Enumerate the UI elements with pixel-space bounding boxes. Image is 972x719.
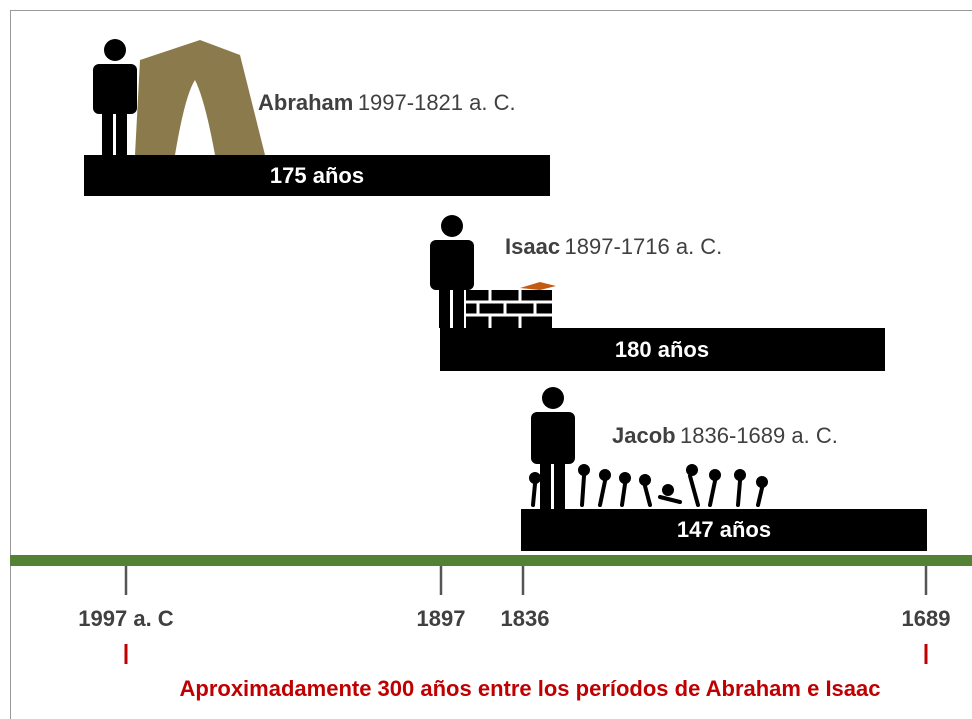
person-label: Isaac 1897-1716 a. C. [505,234,722,259]
jacob-icons [531,387,766,509]
bar-label: 147 años [677,517,771,542]
abraham-icons [93,39,265,155]
person-name: Jacob [612,423,676,448]
axis-ticks [126,566,926,595]
tick-label: 1897 [417,606,466,631]
span-markers [126,644,926,664]
bar-label: 175 años [270,163,364,188]
bar-label: 180 años [615,337,709,362]
person-label: Jacob 1836-1689 a. C. [612,423,838,448]
isaac-icons [430,215,556,328]
tick-label: 1836 [501,606,550,631]
person-dates: 1997-1821 a. C. [358,90,516,115]
person-dates: 1836-1689 a. C. [680,423,838,448]
tick-label: 1997 a. C [78,606,174,631]
person-name: Abraham [258,90,353,115]
person-label: Abraham 1997-1821 a. C. [258,90,516,115]
person-dates: 1897-1716 a. C. [565,234,723,259]
tick-label: 1689 [902,606,951,631]
time-axis [10,555,972,566]
note: Aproximadamente 300 años entre los perío… [180,676,881,701]
timeline: Abraham 1997-1821 a. C. 175 años Isaac 1… [0,0,972,719]
person-name: Isaac [505,234,560,259]
